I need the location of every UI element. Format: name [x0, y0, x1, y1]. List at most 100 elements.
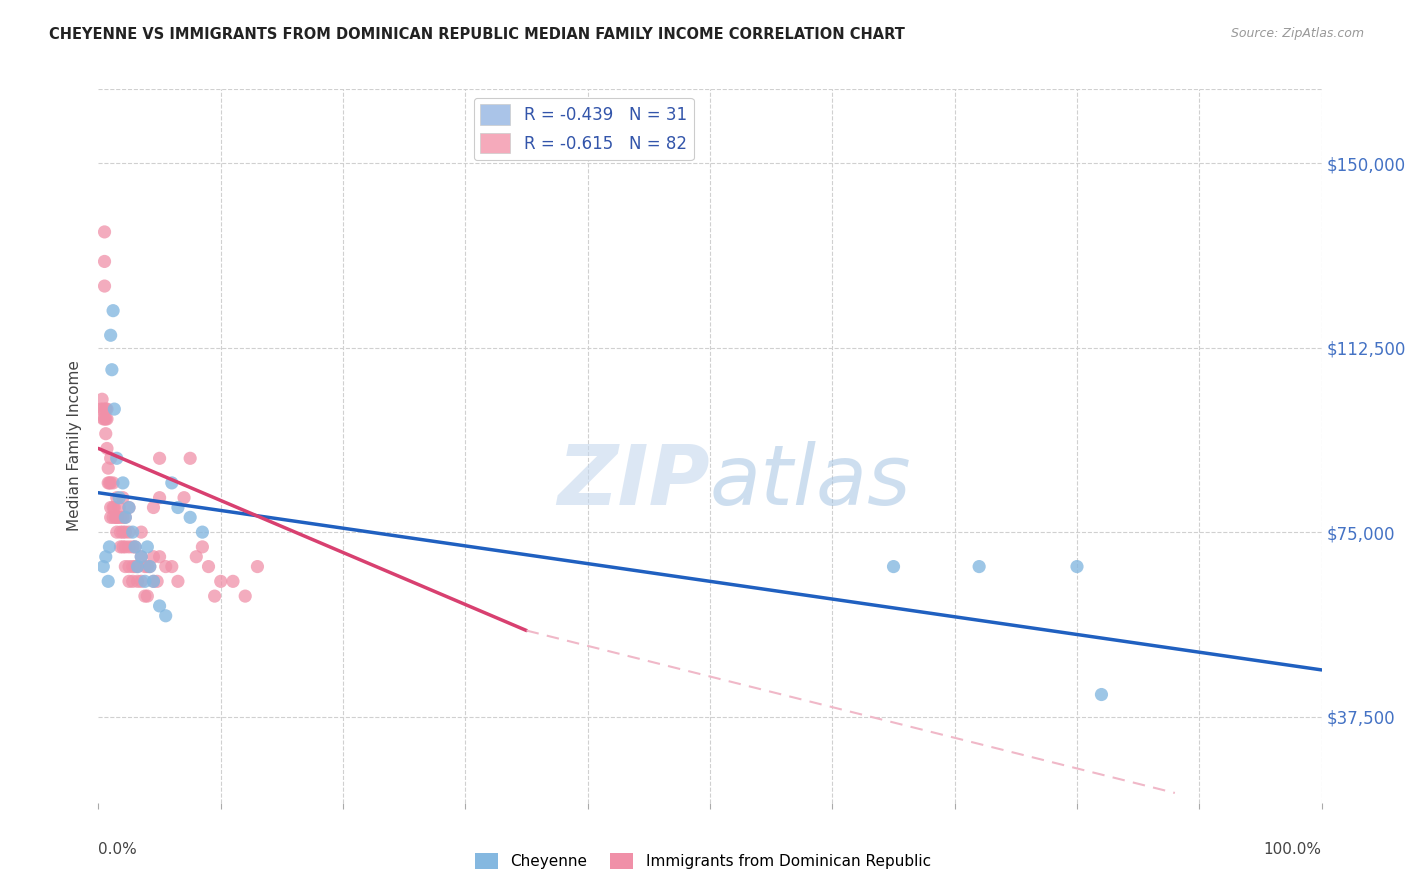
Point: [197, 559, 219, 574]
Point: [121, 574, 143, 589]
Text: 0.0%: 0.0%: [98, 842, 138, 857]
Point: [103, 500, 125, 515]
Point: [96, 412, 118, 426]
Point: [127, 559, 149, 574]
Point: [124, 540, 146, 554]
Point: [97, 574, 120, 589]
Point: [155, 559, 177, 574]
Text: 100.0%: 100.0%: [1264, 842, 1322, 857]
Point: [883, 559, 905, 574]
Point: [179, 451, 201, 466]
Text: atlas: atlas: [710, 442, 911, 522]
Point: [111, 540, 134, 554]
Point: [222, 574, 245, 589]
Point: [146, 574, 169, 589]
Point: [121, 540, 143, 554]
Point: [160, 559, 183, 574]
Point: [149, 451, 172, 466]
Text: Source: ZipAtlas.com: Source: ZipAtlas.com: [1230, 27, 1364, 40]
Point: [96, 402, 118, 417]
Point: [129, 574, 152, 589]
Point: [98, 475, 121, 490]
Point: [1066, 559, 1088, 574]
Point: [94, 426, 117, 441]
Point: [167, 500, 190, 515]
Point: [98, 540, 121, 554]
Point: [110, 540, 132, 554]
Point: [167, 574, 190, 589]
Point: [100, 475, 122, 490]
Point: [114, 559, 136, 574]
Point: [160, 475, 183, 490]
Point: [91, 392, 114, 407]
Point: [121, 525, 143, 540]
Point: [97, 475, 120, 490]
Point: [1090, 688, 1112, 702]
Point: [111, 475, 134, 490]
Point: [107, 510, 129, 524]
Point: [110, 525, 132, 540]
Point: [100, 510, 122, 524]
Point: [105, 451, 128, 466]
Point: [100, 500, 122, 515]
Point: [94, 549, 117, 564]
Point: [149, 549, 172, 564]
Point: [114, 540, 136, 554]
Point: [142, 549, 165, 564]
Point: [105, 525, 128, 540]
Point: [103, 402, 125, 417]
Point: [173, 491, 195, 505]
Point: [191, 540, 214, 554]
Point: [136, 589, 159, 603]
Point: [111, 525, 134, 540]
Point: [139, 559, 162, 574]
Point: [111, 510, 134, 524]
Text: ZIP: ZIP: [557, 442, 710, 522]
Point: [110, 510, 132, 524]
Point: [149, 599, 172, 613]
Point: [114, 510, 136, 524]
Point: [134, 559, 156, 574]
Point: [155, 608, 177, 623]
Point: [129, 549, 152, 564]
Point: [191, 525, 214, 540]
Point: [96, 442, 118, 456]
Point: [204, 589, 226, 603]
Point: [111, 491, 134, 505]
Point: [142, 574, 165, 589]
Point: [134, 574, 156, 589]
Point: [118, 574, 141, 589]
Point: [105, 491, 128, 505]
Point: [104, 510, 127, 524]
Point: [246, 559, 269, 574]
Point: [90, 402, 112, 417]
Point: [114, 525, 136, 540]
Point: [127, 559, 149, 574]
Point: [105, 510, 128, 524]
Point: [142, 574, 165, 589]
Point: [121, 559, 143, 574]
Point: [108, 491, 131, 505]
Y-axis label: Median Family Income: Median Family Income: [67, 360, 83, 532]
Point: [93, 254, 115, 268]
Point: [136, 540, 159, 554]
Point: [94, 412, 117, 426]
Point: [118, 500, 141, 515]
Point: [967, 559, 990, 574]
Point: [97, 461, 120, 475]
Point: [124, 559, 146, 574]
Point: [127, 574, 149, 589]
Point: [108, 500, 131, 515]
Point: [129, 549, 152, 564]
Point: [142, 500, 165, 515]
Point: [136, 559, 159, 574]
Point: [101, 475, 124, 490]
Point: [179, 510, 201, 524]
Point: [101, 500, 124, 515]
Point: [149, 491, 172, 505]
Point: [134, 589, 156, 603]
Point: [93, 225, 115, 239]
Point: [91, 412, 114, 426]
Point: [94, 402, 117, 417]
Point: [118, 525, 141, 540]
